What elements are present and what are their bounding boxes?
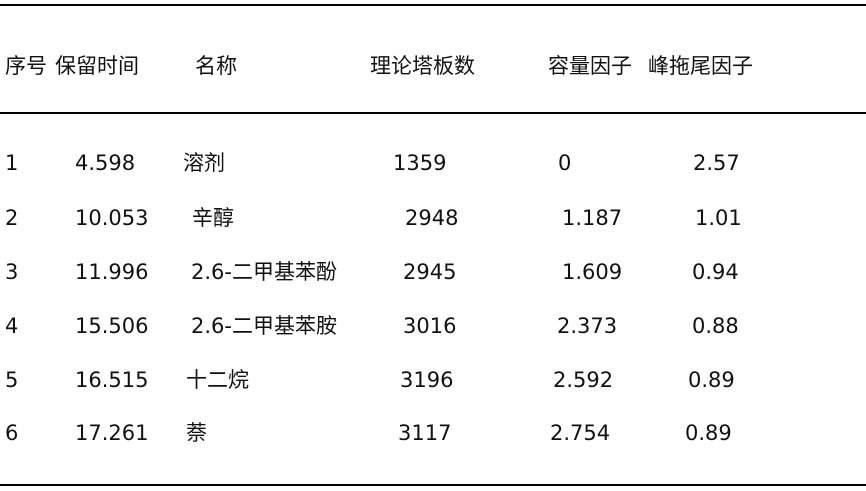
- cell-index: 1: [5, 151, 19, 175]
- header-rule: [0, 112, 866, 114]
- cell-retention-time: 11.996: [75, 260, 149, 284]
- cell-index: 3: [5, 260, 19, 284]
- cell-tailing-factor: 0.89: [688, 368, 735, 392]
- cell-index: 6: [5, 421, 19, 445]
- cell-index: 5: [5, 368, 19, 392]
- cell-retention-time: 15.506: [75, 314, 149, 338]
- top-rule: [0, 4, 866, 6]
- cell-index: 4: [5, 314, 19, 338]
- cell-capacity-factor: 1.609: [562, 260, 623, 284]
- header-retention-time: 保留时间: [55, 54, 139, 78]
- cell-theoretical-plates: 2945: [403, 260, 457, 284]
- cell-theoretical-plates: 2948: [405, 206, 459, 230]
- header-theoretical-plates: 理论塔板数: [370, 54, 475, 78]
- cell-name: 2.6-二甲基苯酚: [191, 260, 337, 284]
- cell-capacity-factor: 2.592: [553, 368, 614, 392]
- cell-capacity-factor: 1.187: [562, 206, 623, 230]
- cell-theoretical-plates: 3117: [398, 421, 452, 445]
- cell-retention-time: 4.598: [75, 151, 136, 175]
- cell-name: 溶剂: [183, 151, 225, 175]
- cell-retention-time: 10.053: [75, 206, 149, 230]
- cell-tailing-factor: 0.88: [692, 314, 739, 338]
- cell-tailing-factor: 2.57: [693, 151, 740, 175]
- cell-capacity-factor: 0: [558, 151, 572, 175]
- cell-capacity-factor: 2.754: [550, 421, 611, 445]
- cell-theoretical-plates: 3016: [403, 314, 457, 338]
- cell-retention-time: 16.515: [75, 368, 149, 392]
- header-index: 序号: [5, 54, 47, 78]
- cell-name: 十二烷: [186, 368, 249, 392]
- cell-theoretical-plates: 1359: [393, 151, 447, 175]
- cell-theoretical-plates: 3196: [400, 368, 454, 392]
- header-tailing-factor: 峰拖尾因子: [648, 54, 753, 78]
- cell-tailing-factor: 0.94: [692, 260, 739, 284]
- cell-capacity-factor: 2.373: [557, 314, 618, 338]
- header-capacity-factor: 容量因子: [548, 54, 632, 78]
- cell-name: 辛醇: [192, 206, 234, 230]
- bottom-rule: [0, 484, 866, 486]
- cell-tailing-factor: 1.01: [695, 206, 742, 230]
- cell-name: 2.6-二甲基苯胺: [191, 314, 337, 338]
- cell-name: 萘: [186, 421, 207, 445]
- cell-index: 2: [5, 206, 19, 230]
- header-name: 名称: [195, 54, 237, 78]
- cell-retention-time: 17.261: [75, 421, 149, 445]
- cell-tailing-factor: 0.89: [685, 421, 732, 445]
